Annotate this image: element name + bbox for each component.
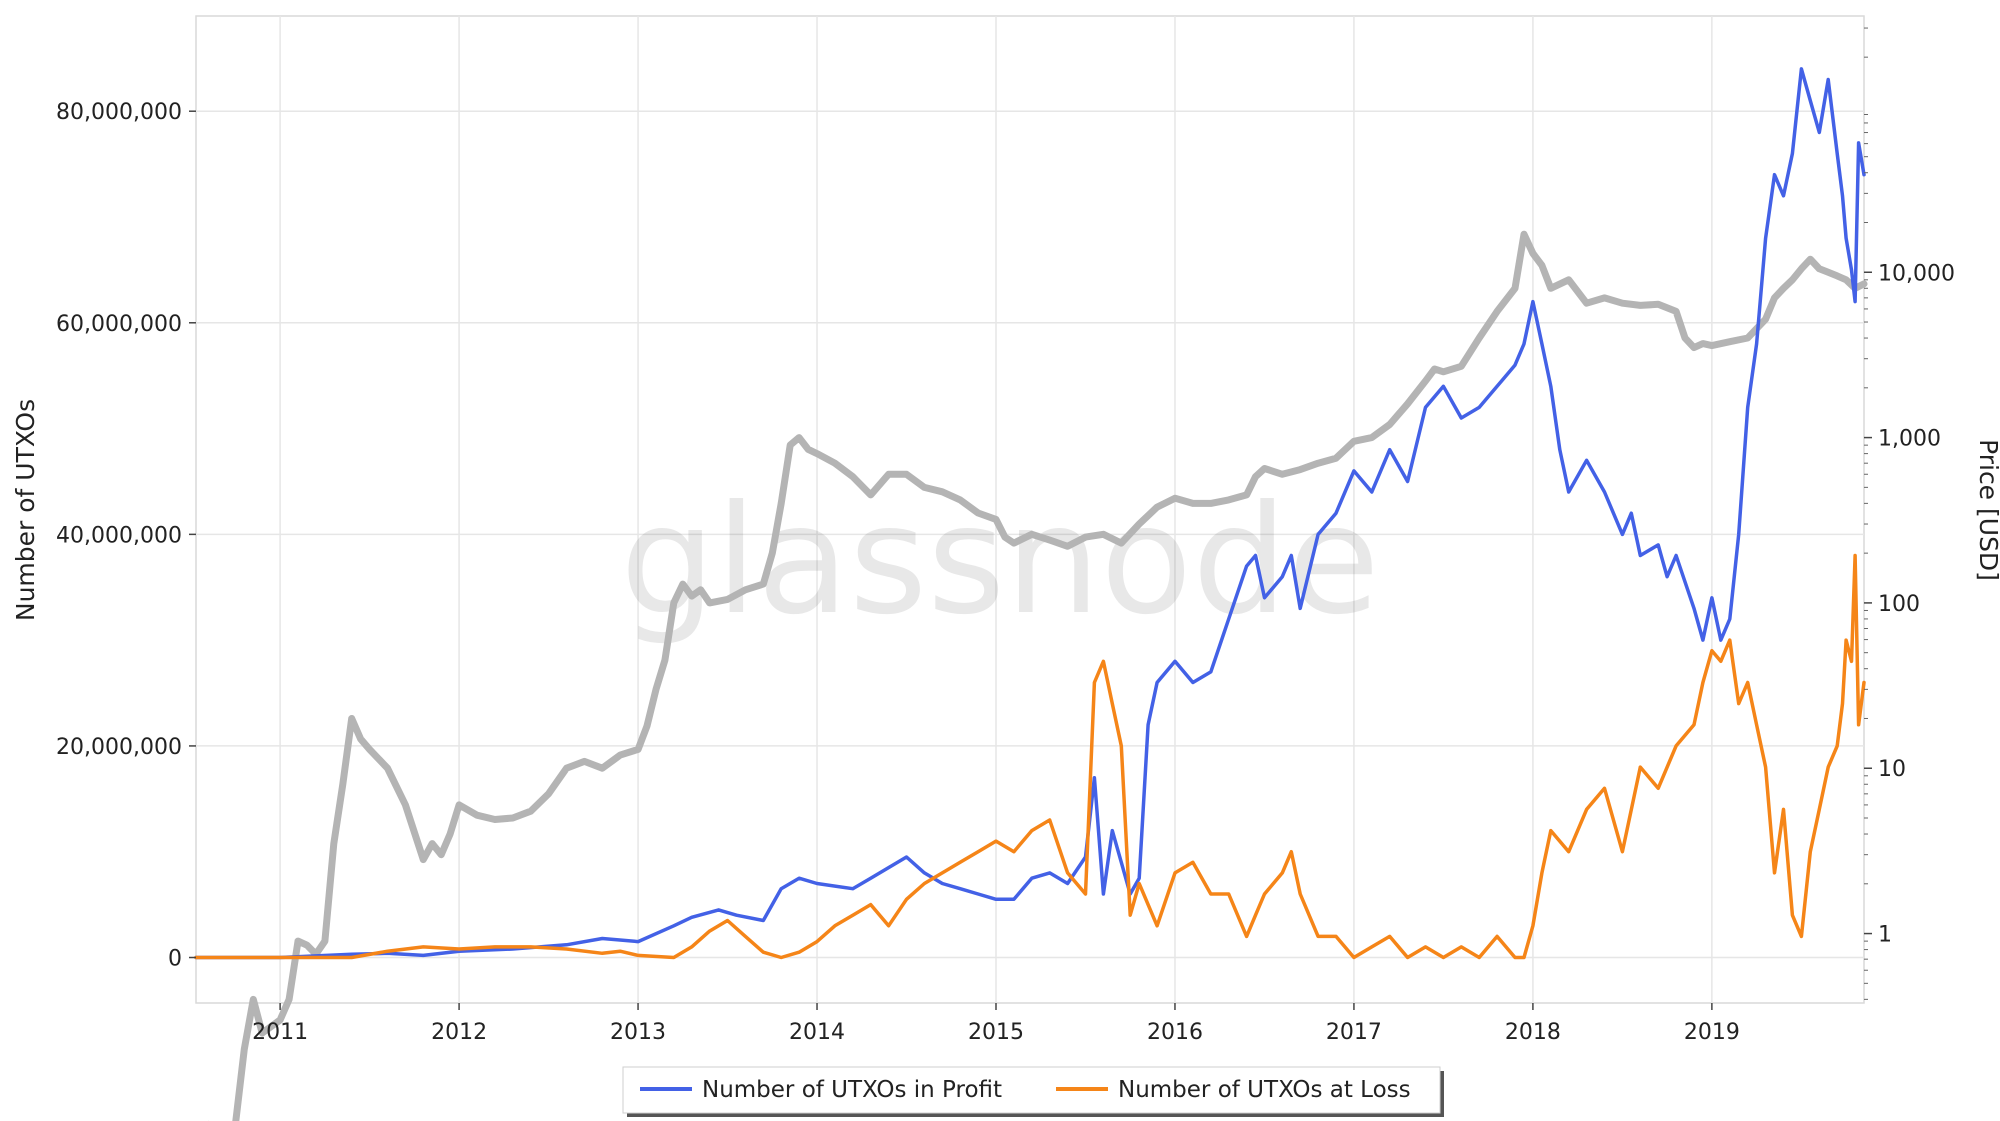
y2-axis-title: Price [USD]	[1974, 439, 2000, 581]
y2-tick-label: 1	[1878, 923, 1892, 948]
y-axis-left: 0 20,000,000 40,000,000 60,000,000 80,000,00…	[56, 100, 196, 972]
legend-label-loss: Number of UTXOs at Loss	[1118, 1077, 1411, 1103]
x-tick-label: 2015	[968, 1020, 1024, 1045]
x-tick-label: 2016	[1147, 1020, 1203, 1045]
series-line-2	[208, 230, 1868, 1121]
x-tick-label: 2011	[252, 1020, 308, 1045]
legend-box	[622, 1066, 1441, 1114]
x-tick-label: 2019	[1684, 1020, 1740, 1045]
y-tick-label: 40,000,000	[56, 523, 182, 548]
y-tick-label: 20,000,000	[56, 735, 182, 760]
x-tick-label: 2012	[431, 1020, 487, 1045]
series-line-0	[194, 67, 1866, 960]
y2-tick-label: 100	[1878, 592, 1920, 617]
y2-tick-label: 10	[1878, 757, 1906, 782]
x-tick-label: 2018	[1505, 1020, 1561, 1045]
x-tick-label: 2013	[610, 1020, 666, 1045]
y2-tick-label: 10,000	[1878, 261, 1955, 286]
legend-label-profit: Number of UTXOs in Profit	[702, 1077, 1002, 1103]
series-layer	[194, 67, 1868, 1121]
series-line-1	[194, 553, 1866, 960]
x-axis: 2011 2012 2013 2014 2015 2016 2017 2018 2019	[252, 1003, 1740, 1045]
legend: Number of UTXOs in Profit Number of UTXO…	[622, 1066, 1444, 1117]
y-axis-title: Number of UTXOs	[11, 399, 40, 621]
y2-tick-label: 1,000	[1878, 427, 1941, 452]
y-tick-label: 80,000,000	[56, 100, 182, 125]
plot-area	[195, 15, 1865, 1004]
x-tick-label: 2017	[1326, 1020, 1382, 1045]
watermark: glassnode	[620, 474, 1379, 648]
x-tick-label: 2014	[789, 1020, 845, 1045]
y-tick-label: 0	[168, 947, 182, 972]
grid	[196, 16, 1864, 1003]
y-tick-label: 60,000,000	[56, 312, 182, 337]
